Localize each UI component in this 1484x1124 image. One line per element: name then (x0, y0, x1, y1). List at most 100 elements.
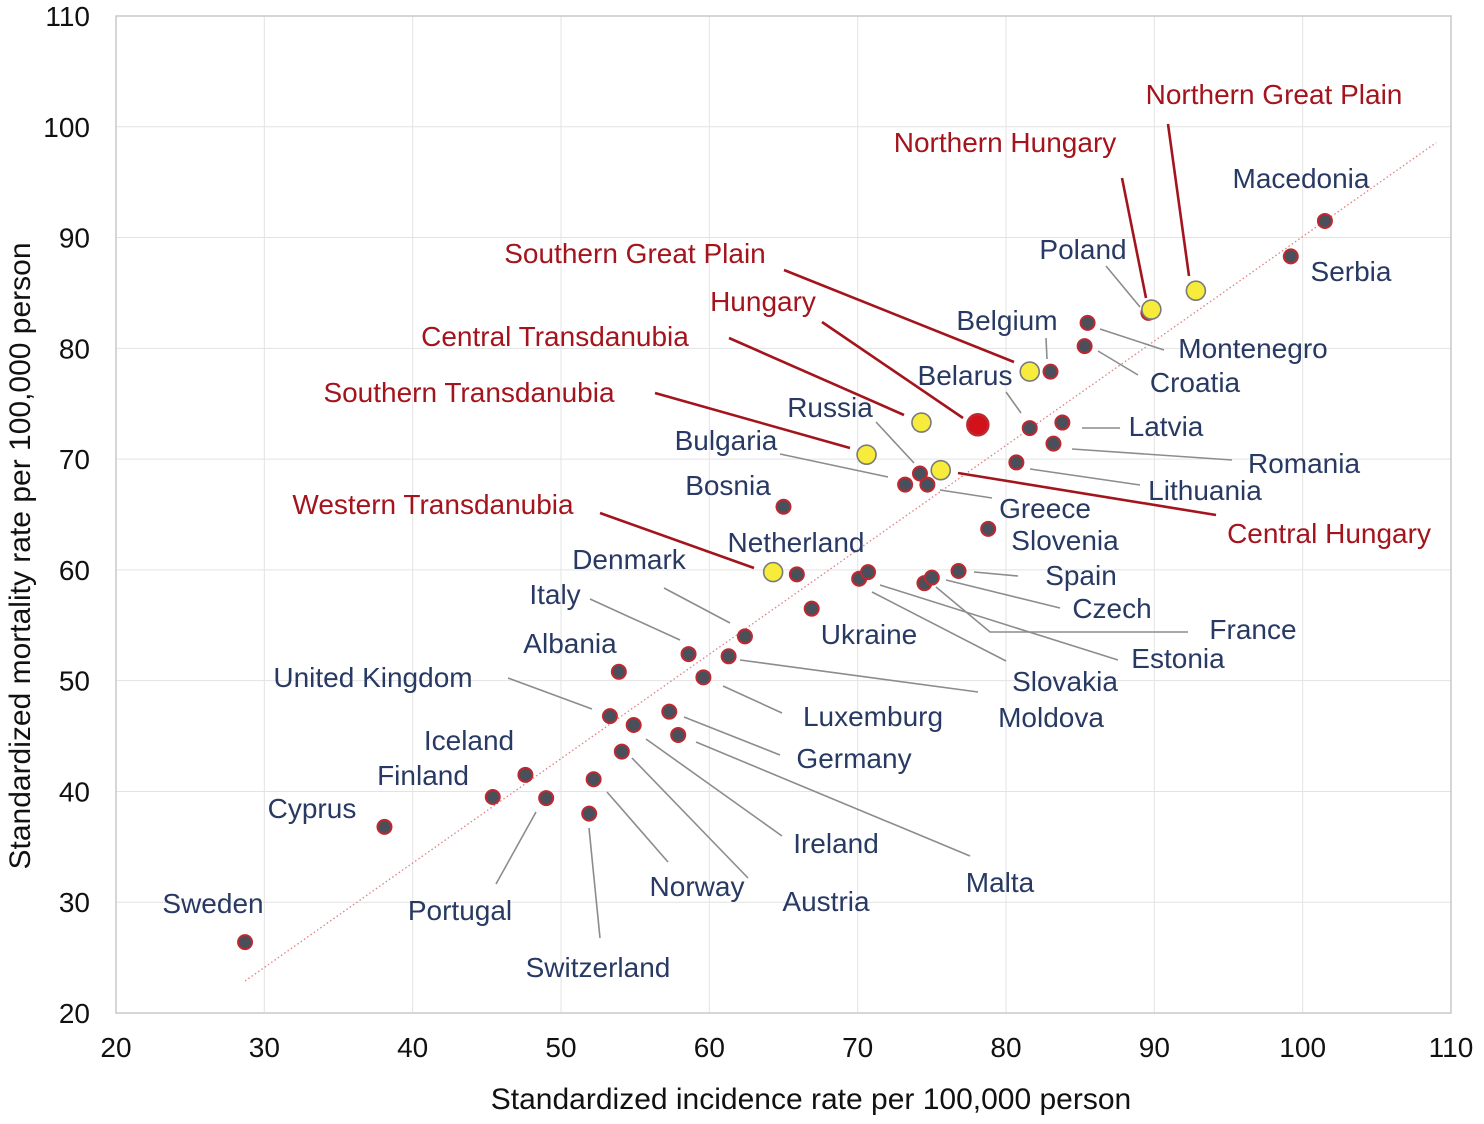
point-label-ireland: Ireland (793, 828, 879, 859)
leader-line-malta (695, 741, 971, 857)
leader-line-romania (1071, 448, 1233, 461)
data-point-serbia (1282, 248, 1299, 265)
x-tick-label: 110 (1429, 1032, 1474, 1063)
leader-line-poland (1105, 265, 1141, 308)
y-tick-label: 60 (59, 555, 90, 586)
data-point-slovenia (980, 520, 997, 537)
point-label-belarus: Belarus (918, 360, 1013, 391)
data-point-bulgaria (897, 476, 914, 493)
point-label-portugal: Portugal (408, 895, 512, 926)
point-labels: Sweden Cyprus Finland Iceland Portugal Switze… (162, 79, 1431, 983)
x-tick-label: 100 (1279, 1032, 1326, 1063)
data-point-denmark (736, 628, 753, 645)
leader-line-germany (683, 716, 781, 756)
y-tick-label: 90 (59, 223, 90, 254)
point-label-netherland: Netherland (728, 527, 865, 558)
point-label-northern-great-plain: Northern Great Plain (1146, 79, 1403, 110)
data-point-sweden (237, 934, 254, 951)
point-label-denmark: Denmark (572, 544, 687, 575)
point-label-spain: Spain (1045, 560, 1117, 591)
leader-line-greece (939, 489, 993, 499)
leader-line-portugal (495, 811, 537, 885)
leader-line-estonia (879, 584, 1119, 661)
data-point-united-kingdom (601, 708, 618, 725)
leader-line-ireland (645, 738, 783, 837)
data-point-luxemburg (695, 669, 712, 686)
point-label-finland: Finland (377, 760, 469, 791)
x-tick-label: 80 (990, 1032, 1021, 1063)
data-point-southern-great-plain (1019, 361, 1041, 382)
point-label-cyprus: Cyprus (268, 793, 357, 824)
x-tick-label: 50 (545, 1032, 576, 1063)
leader-line-belarus (1005, 391, 1022, 414)
y-tick-label: 40 (59, 776, 90, 807)
point-label-ukraine: Ukraine (821, 619, 917, 650)
leader-line-croatia (1097, 350, 1139, 376)
x-tick-label: 30 (249, 1032, 280, 1063)
data-point-southern-transdanubia (856, 444, 877, 465)
data-point-ireland (625, 716, 642, 733)
point-label-macedonia: Macedonia (1233, 163, 1370, 194)
data-points (237, 212, 1333, 951)
point-label-italy: Italy (529, 579, 580, 610)
data-point-estonia (860, 564, 877, 581)
point-label-russia: Russia (787, 392, 873, 423)
data-point-portugal (538, 790, 555, 807)
data-point-malta (670, 726, 687, 743)
point-label-central-transdanubia: Central Transdanubia (421, 321, 689, 352)
data-point-ukraine (803, 600, 820, 617)
point-label-greece: Greece (999, 493, 1091, 524)
point-label-romania: Romania (1248, 448, 1360, 479)
leader-line-russia (875, 421, 915, 464)
leader-lines (495, 123, 1233, 939)
point-label-lithuania: Lithuania (1148, 475, 1262, 506)
point-label-southern-transdanubia: Southern Transdanubia (323, 377, 615, 408)
y-tick-label: 100 (43, 112, 90, 143)
data-point-finland (484, 788, 501, 805)
leader-line-northern-hungary (1120, 177, 1148, 299)
data-point-iceland (517, 766, 534, 783)
data-point-romania (1045, 435, 1062, 452)
point-label-croatia: Croatia (1150, 367, 1241, 398)
data-point-central-transdanubia (911, 412, 932, 433)
leader-line-montenegro (1099, 328, 1165, 351)
data-point-albania (610, 663, 627, 680)
data-point-western-transdanubia (762, 561, 784, 583)
leader-line-czech (945, 579, 1061, 609)
data-point-germany (661, 703, 678, 720)
point-label-latvia: Latvia (1129, 411, 1204, 442)
data-point-norway (585, 771, 602, 788)
data-point-macedonia (1316, 212, 1333, 229)
y-tick-label: 30 (59, 887, 90, 918)
x-axis-ticks: 20 30 40 50 60 70 80 90 100 110 (100, 1032, 1473, 1063)
point-label-austria: Austria (782, 886, 870, 917)
data-point-belgium (1042, 363, 1059, 380)
point-label-switzerland: Switzerland (526, 952, 671, 983)
point-label-montenegro: Montenegro (1178, 333, 1327, 364)
data-point-lithuania (1008, 454, 1025, 471)
point-label-moldova: Moldova (998, 702, 1104, 733)
point-label-albania: Albania (523, 628, 617, 659)
data-point-bosnia (775, 498, 792, 515)
data-point-latvia (1054, 414, 1071, 431)
point-label-estonia: Estonia (1131, 643, 1225, 674)
data-point-switzerland (581, 805, 598, 822)
data-point-central-hungary (930, 459, 952, 481)
point-label-hungary: Hungary (710, 286, 816, 317)
trendline-group (244, 142, 1437, 982)
point-label-malta: Malta (966, 867, 1035, 898)
leader-line-denmark (663, 587, 731, 624)
leader-line-belgium (1045, 337, 1048, 360)
point-label-sweden: Sweden (162, 888, 263, 919)
point-label-czech: Czech (1072, 593, 1151, 624)
point-label-germany: Germany (796, 743, 911, 774)
point-label-serbia: Serbia (1311, 256, 1392, 287)
data-point-croatia (1076, 338, 1093, 355)
leader-line-moldova (739, 659, 979, 693)
leader-line-southern-transdanubia (654, 391, 851, 450)
point-label-united-kingdom: United Kingdom (273, 662, 472, 693)
point-label-norway: Norway (650, 871, 745, 902)
y-tick-label: 70 (59, 444, 90, 475)
x-tick-label: 20 (100, 1032, 131, 1063)
